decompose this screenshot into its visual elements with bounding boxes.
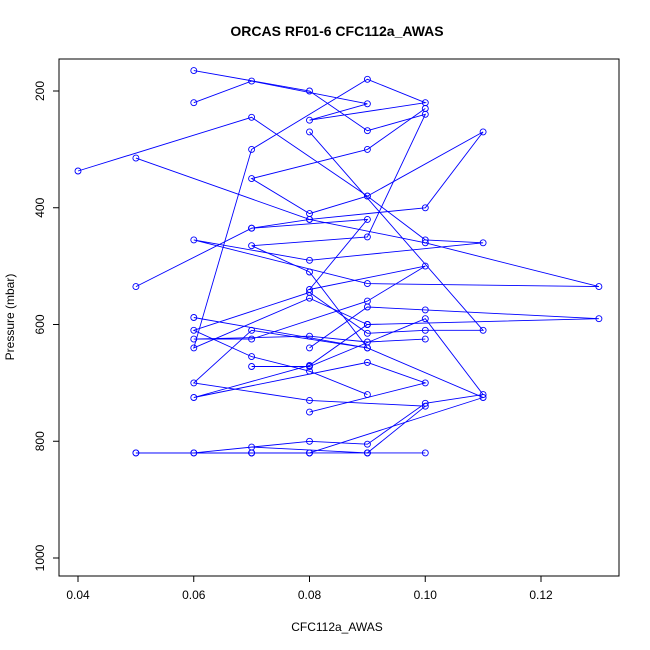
data-point: [306, 288, 313, 296]
data-point: [74, 167, 82, 175]
x-tick-label: 0.10: [414, 588, 438, 602]
data-point: [248, 242, 256, 250]
data-point: [595, 315, 603, 323]
y-tick-label: 200: [33, 81, 47, 101]
chart-title: ORCAS RF01-6 CFC112a_AWAS: [230, 23, 443, 39]
series-line-9: [193, 70, 427, 349]
data-point: [479, 128, 487, 136]
data-point: [421, 110, 429, 118]
series-line-6: [193, 78, 427, 349]
data-point: [363, 321, 371, 328]
data-point: [363, 358, 371, 366]
plot-content: [74, 67, 603, 457]
data-point: [190, 67, 198, 75]
data-point: [479, 239, 487, 247]
data-point: [306, 449, 313, 457]
data-point: [363, 75, 371, 83]
data-point: [363, 192, 371, 200]
y-axis-label: Pressure (mbar): [3, 274, 17, 361]
data-point: [190, 449, 198, 457]
x-axis: 0.04 0.06 0.08 0.10 0.12: [66, 575, 553, 602]
data-point: [479, 391, 487, 399]
data-point: [363, 329, 371, 337]
data-point: [132, 283, 140, 291]
data-point: [363, 280, 371, 288]
data-point: [421, 306, 429, 314]
x-tick-label: 0.08: [298, 588, 322, 602]
data-point: [190, 326, 198, 334]
data-point: [132, 154, 140, 162]
data-point: [306, 367, 313, 375]
series-line-8: [192, 131, 485, 396]
data-point: [306, 332, 313, 340]
data-point: [306, 408, 313, 416]
series-line-5: [135, 108, 484, 220]
y-tick-label: 400: [33, 197, 47, 217]
data-point: [363, 100, 371, 108]
data-point: [421, 236, 429, 244]
x-axis-label: CFC112a_AWAS: [291, 620, 383, 634]
data-point: [363, 127, 371, 135]
data-point: [421, 262, 429, 270]
data-point: [421, 204, 429, 212]
data-point: [306, 437, 313, 445]
data-point: [363, 215, 371, 223]
series-line-3: [77, 116, 600, 288]
y-tick-label: 600: [33, 314, 47, 334]
data-point: [479, 326, 487, 334]
x-tick-label: 0.06: [182, 588, 206, 602]
x-tick-label: 0.12: [529, 588, 553, 602]
data-point: [306, 396, 313, 404]
data-point: [190, 344, 198, 352]
y-tick-label: 800: [33, 431, 47, 451]
data-point: [248, 175, 256, 183]
data-point: [421, 326, 429, 334]
data-point: [248, 353, 256, 361]
data-point: [190, 236, 198, 244]
data-point: [190, 99, 198, 107]
data-point: [248, 363, 256, 370]
data-point: [306, 128, 313, 136]
plot-frame: [58, 58, 620, 577]
data-point: [421, 379, 429, 387]
data-point: [190, 314, 198, 321]
data-point: [363, 233, 371, 241]
data-point: [306, 210, 313, 218]
data-point: [595, 283, 603, 291]
series-line-7: [193, 306, 599, 413]
data-point: [363, 145, 371, 153]
data-point: [363, 344, 371, 352]
data-point: [421, 99, 429, 107]
data-point: [306, 268, 313, 276]
data-point: [306, 87, 313, 95]
data-point: [306, 363, 313, 370]
data-point: [248, 113, 256, 121]
data-point: [248, 224, 256, 232]
data-point: [421, 335, 429, 343]
x-tick-label: 0.04: [66, 588, 90, 602]
series-line-10: [193, 318, 484, 454]
y-tick-label: 1000: [33, 544, 47, 571]
data-point: [132, 449, 140, 457]
data-point: [306, 116, 313, 124]
data-point: [248, 335, 256, 343]
data-point: [190, 379, 198, 387]
data-point: [248, 145, 256, 153]
data-point: [306, 256, 313, 264]
data-point: [248, 449, 256, 457]
data-point: [421, 449, 429, 457]
data-point: [421, 399, 429, 407]
data-point: [363, 440, 371, 448]
data-point: [363, 391, 371, 399]
series-line-4: [135, 218, 426, 343]
data-point: [190, 394, 198, 401]
data-point: [421, 239, 429, 247]
y-axis: 200 400 600 800 1000: [33, 81, 60, 571]
series-line-2: [135, 329, 485, 454]
data-point: [421, 315, 429, 323]
data-point: [363, 449, 371, 457]
data-point: [363, 303, 371, 311]
data-point: [306, 344, 313, 352]
